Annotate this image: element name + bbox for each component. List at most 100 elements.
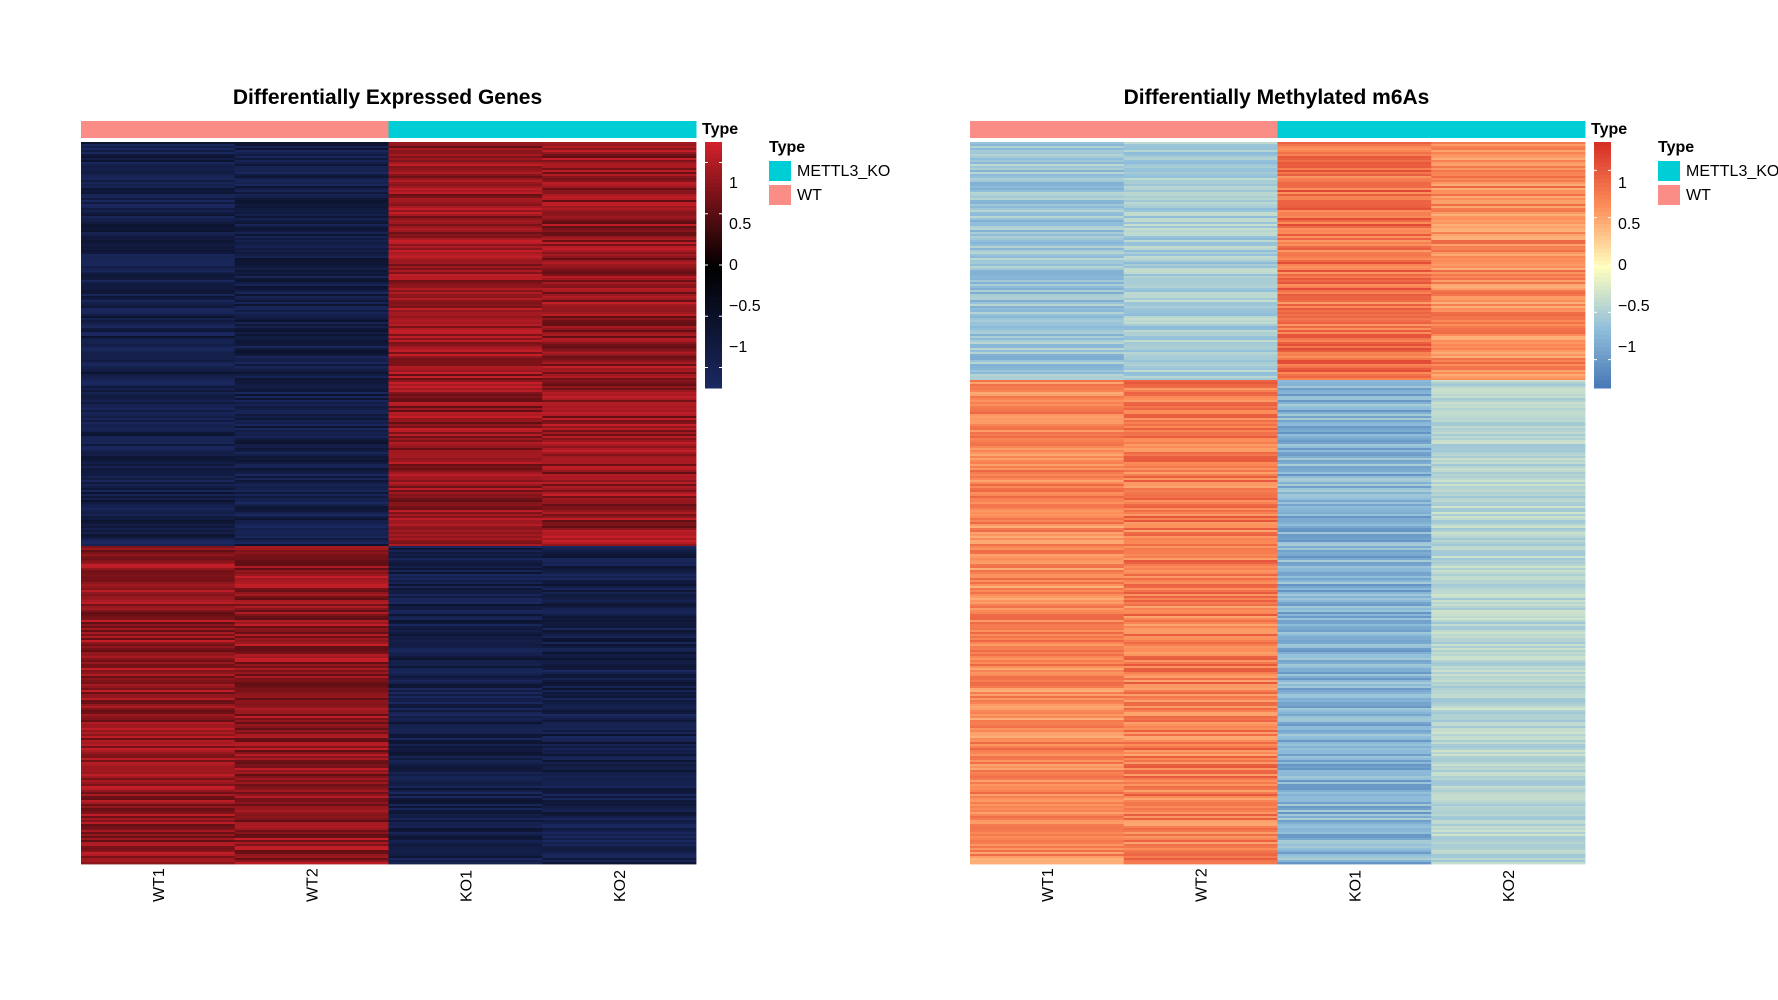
heatmap-cell	[81, 352, 236, 355]
heatmap-cell	[970, 646, 1125, 649]
heatmap-cell	[1277, 708, 1432, 711]
heatmap-cell	[1431, 384, 1586, 387]
heatmap-cell	[81, 400, 236, 403]
heatmap-cell	[542, 144, 697, 147]
heatmap-cell	[234, 634, 389, 637]
heatmap-cell	[1277, 856, 1432, 859]
heatmap-cell	[1277, 598, 1432, 601]
heatmap-cell	[388, 176, 543, 179]
heatmap-cell	[388, 482, 543, 485]
heatmap-cell	[542, 756, 697, 759]
heatmap-cell	[234, 534, 389, 537]
heatmap-cell	[542, 718, 697, 721]
heatmap-cell	[1123, 524, 1278, 527]
heatmap-cell	[1277, 756, 1432, 759]
heatmap-cell	[970, 770, 1125, 773]
heatmap-cell	[1431, 372, 1586, 375]
heatmap-cell	[970, 150, 1125, 153]
column-label: WT2	[305, 868, 322, 902]
heatmap-cell	[234, 408, 389, 411]
heatmap-cell	[970, 322, 1125, 325]
heatmap-cell	[388, 520, 543, 523]
heatmap-cell	[542, 672, 697, 675]
heatmap-cell	[1277, 778, 1432, 781]
heatmap-cell	[1277, 700, 1432, 703]
colorbar-segment	[1594, 240, 1611, 245]
colorbar-segment	[1594, 265, 1611, 270]
heatmap-cell	[81, 272, 236, 275]
heatmap-cell	[970, 478, 1125, 481]
heatmap-cell	[234, 308, 389, 311]
heatmap-cell	[81, 788, 236, 791]
heatmap-cell	[234, 324, 389, 327]
heatmap-cell	[1431, 748, 1586, 751]
heatmap-cell	[388, 194, 543, 197]
heatmap-cell	[1123, 448, 1278, 451]
heatmap-cell	[388, 712, 543, 715]
heatmap-cell	[234, 462, 389, 465]
heatmap-cell	[542, 450, 697, 453]
heatmap-cell	[1277, 234, 1432, 237]
heatmap-cell	[1123, 780, 1278, 783]
heatmap-cell	[81, 616, 236, 619]
colorbar-segment	[1594, 150, 1611, 155]
heatmap-cell	[234, 754, 389, 757]
heatmap-cell	[1123, 516, 1278, 519]
heatmap-cell	[81, 834, 236, 837]
heatmap-cell	[1277, 818, 1432, 821]
heatmap-cell	[1431, 848, 1586, 851]
heatmap-cell	[388, 672, 543, 675]
heatmap-cell	[388, 622, 543, 625]
heatmap-cell	[1277, 442, 1432, 445]
heatmap-cell	[1277, 554, 1432, 557]
heatmap-cell	[542, 312, 697, 315]
heatmap-cell	[388, 854, 543, 857]
heatmap-cell	[1123, 482, 1278, 485]
heatmap-cell	[970, 146, 1125, 149]
heatmap-cell	[81, 836, 236, 839]
heatmap-cell	[81, 598, 236, 601]
heatmap-cell	[388, 580, 543, 583]
heatmap-cell	[388, 742, 543, 745]
heatmap-cell	[542, 166, 697, 169]
heatmap-cell	[388, 446, 543, 449]
heatmap-cell	[388, 700, 543, 703]
heatmap-cell	[542, 228, 697, 231]
heatmap-cell	[970, 354, 1125, 357]
colorbar-segment	[705, 244, 722, 250]
heatmap-cell	[81, 646, 236, 649]
heatmap-cell	[1431, 258, 1586, 261]
heatmap-cell	[1123, 504, 1278, 507]
heatmap-cell	[388, 602, 543, 605]
colorbar-segment	[705, 342, 722, 348]
heatmap-cell	[81, 196, 236, 199]
heatmap-cell	[1431, 782, 1586, 785]
heatmap-cell	[388, 560, 543, 563]
heatmap-cell	[1431, 470, 1586, 473]
heatmap-cell	[1431, 502, 1586, 505]
heatmap-cell	[81, 256, 236, 259]
heatmap-cell	[1123, 268, 1278, 271]
heatmap-cell	[1123, 674, 1278, 677]
heatmap-cell	[1277, 162, 1432, 165]
heatmap-cell	[388, 502, 543, 505]
heatmap-cell	[1431, 400, 1586, 403]
heatmap-cell	[1277, 548, 1432, 551]
heatmap-cell	[542, 236, 697, 239]
heatmap-cell	[1277, 664, 1432, 667]
heatmap-cell	[388, 364, 543, 367]
heatmap-cell	[234, 668, 389, 671]
heatmap-cell	[1277, 420, 1432, 423]
heatmap-cell	[1277, 322, 1432, 325]
heatmap-cell	[1431, 770, 1586, 773]
heatmap-cell	[1123, 230, 1278, 233]
heatmap-cell	[1431, 388, 1586, 391]
heatmap-cell	[1123, 406, 1278, 409]
heatmap-cell	[81, 224, 236, 227]
heatmap-cell	[1277, 712, 1432, 715]
heatmap-cell	[81, 662, 236, 665]
colorbar-segment	[1594, 236, 1611, 241]
heatmap-cell	[81, 166, 236, 169]
heatmap-cell	[1277, 374, 1432, 377]
heatmap-cell	[1123, 712, 1278, 715]
